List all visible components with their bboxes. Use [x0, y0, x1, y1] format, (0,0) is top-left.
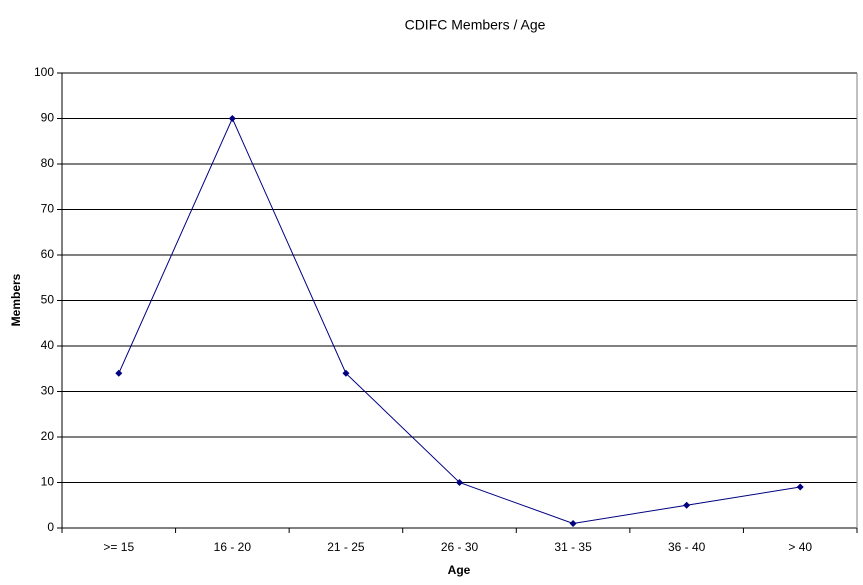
y-axis-title: Members [9, 273, 23, 326]
chart-title: CDIFC Members / Age [405, 17, 546, 33]
y-tick-label: 40 [41, 338, 55, 352]
y-tick-label: 50 [41, 293, 55, 307]
y-tick-label: 80 [41, 156, 55, 170]
y-tick-label: 20 [41, 429, 55, 443]
x-tick-label: 36 - 40 [668, 540, 706, 554]
x-axis-title: Age [448, 563, 471, 577]
x-tick-label: 16 - 20 [214, 540, 252, 554]
y-tick-label: 10 [41, 475, 55, 489]
x-tick-label: > 40 [788, 540, 812, 554]
y-tick-label: 30 [41, 384, 55, 398]
y-tick-label: 100 [34, 65, 54, 79]
x-tick-label: 26 - 30 [441, 540, 479, 554]
y-tick-label: 90 [41, 111, 55, 125]
marker [569, 519, 577, 527]
marker [683, 501, 691, 509]
y-tick-label: 70 [41, 202, 55, 216]
y-tick-label: 60 [41, 247, 55, 261]
marker [342, 369, 350, 377]
x-tick-label: 21 - 25 [327, 540, 365, 554]
marker [456, 479, 463, 486]
marker [228, 115, 236, 122]
y-tick-label: 0 [47, 520, 54, 534]
x-tick-label: 31 - 35 [554, 540, 592, 554]
marker [115, 369, 123, 377]
x-tick-label: >= 15 [103, 540, 134, 554]
marker [796, 483, 804, 491]
